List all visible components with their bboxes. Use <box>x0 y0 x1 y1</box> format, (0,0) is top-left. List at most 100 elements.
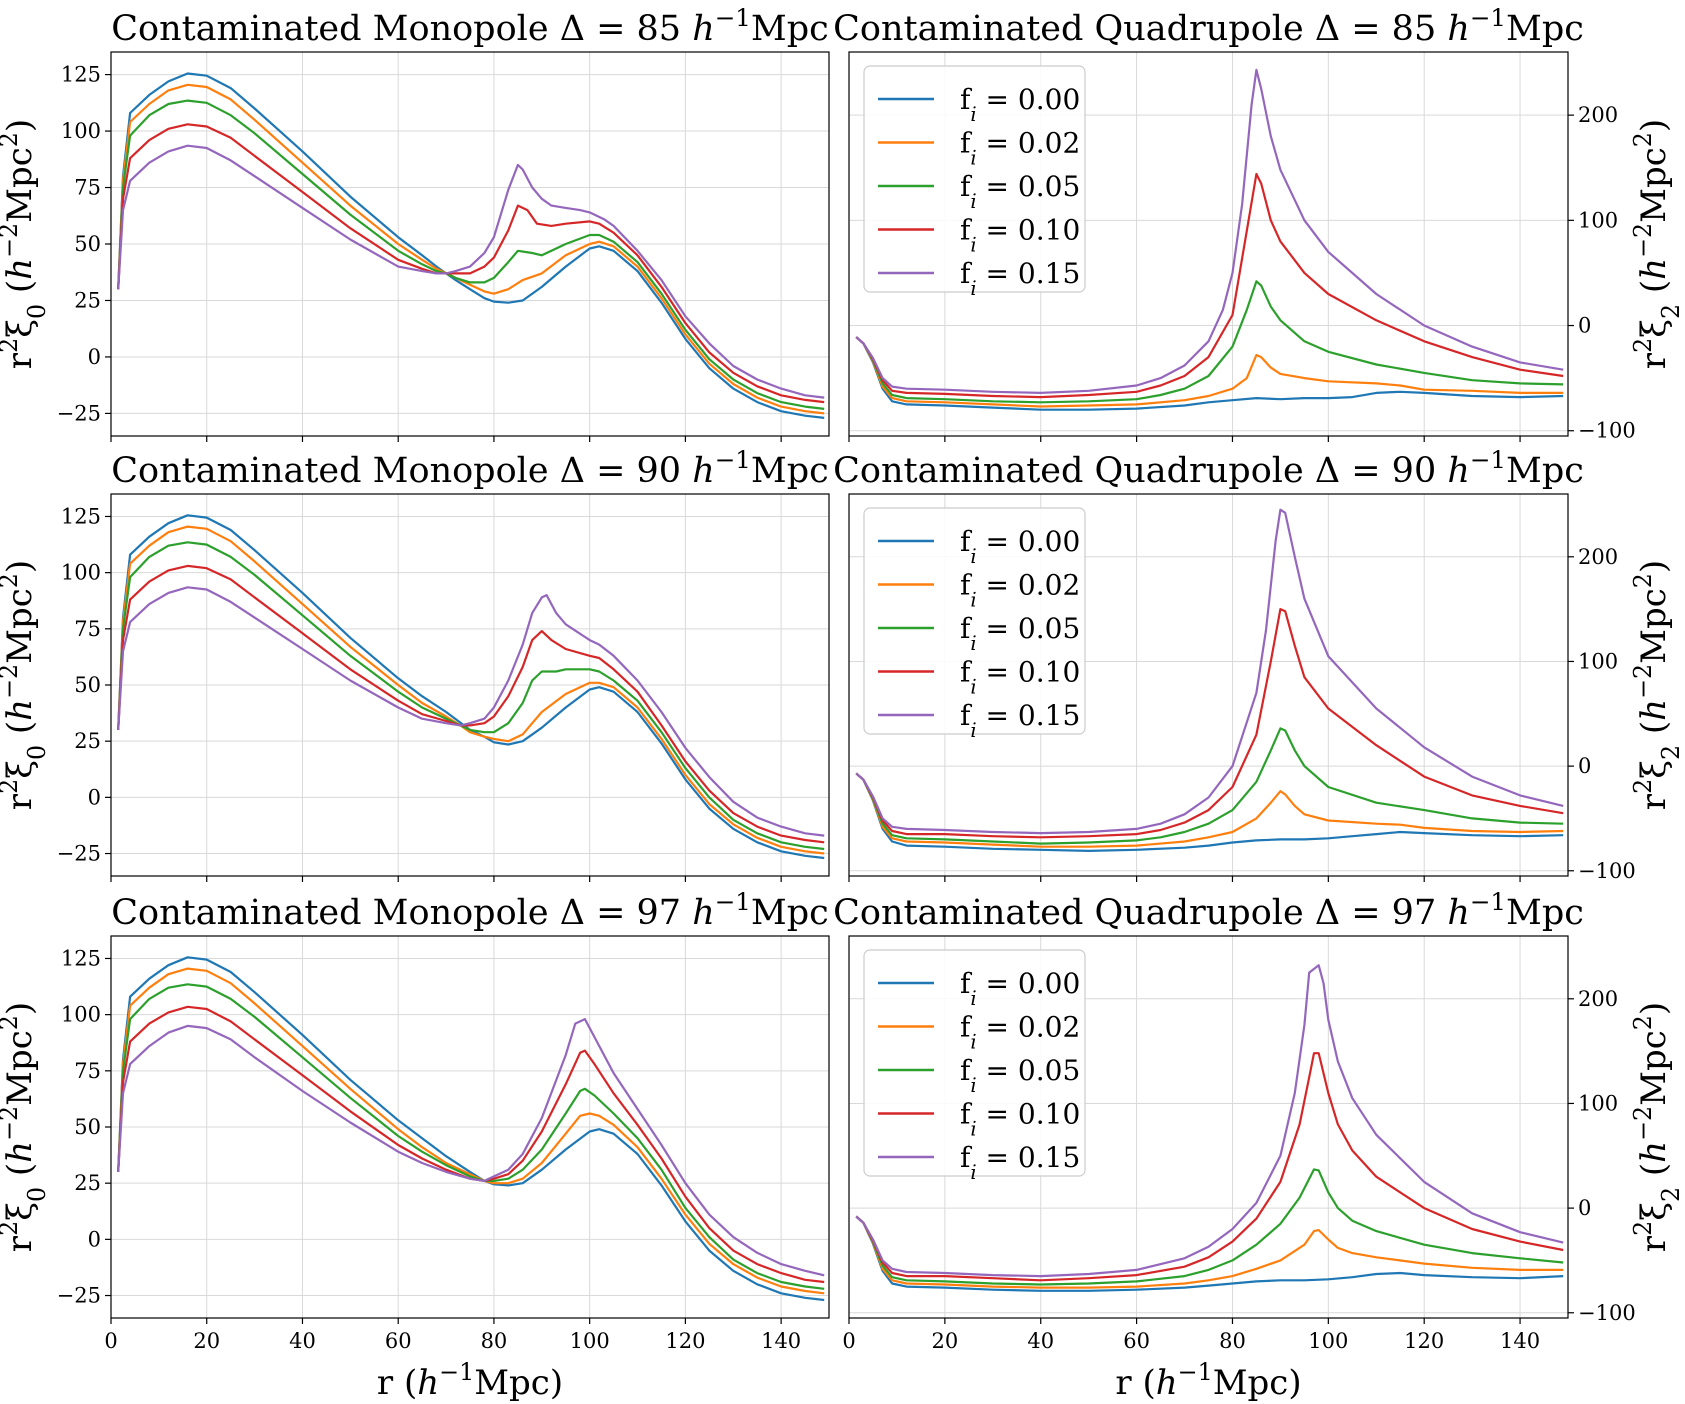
y-tick-label: 25 <box>74 288 101 312</box>
series-line-2 <box>855 280 1564 404</box>
legend-label: fi = 0.00 <box>960 967 1080 1010</box>
series-line-3 <box>117 1005 825 1284</box>
y-tick-label: 25 <box>74 1171 101 1195</box>
series-line-0 <box>855 772 1564 852</box>
y-tick-label: 100 <box>1578 1091 1618 1115</box>
legend-label: fi = 0.10 <box>960 1098 1080 1141</box>
legend-box <box>863 949 1086 1177</box>
legend-label: fi = 0.00 <box>960 525 1080 568</box>
x-tick-label: 120 <box>665 1329 705 1353</box>
panel-mono97: 0 20 40 60 80 100 120 140−250255075100125Contam… <box>0 887 830 1403</box>
y-tick-label: 50 <box>74 673 101 697</box>
series-line-0 <box>117 514 825 860</box>
series-line-4 <box>855 508 1564 835</box>
chart-title: Contaminated Monopole Δ = 97 h−1Mpc <box>111 887 829 934</box>
series-line-3 <box>855 172 1564 399</box>
y-axis-label: r2ξ0 (h−2Mpc2) <box>0 119 51 369</box>
series-line-2 <box>117 99 825 410</box>
x-axis-label: r (h−1Mpc) <box>1115 1358 1301 1403</box>
panel-mono90: −25 0 25 50 75 100 125 Contaminated Monopole Δ … <box>0 445 830 882</box>
x-tick-label: 60 <box>385 1329 412 1353</box>
series-line-4 <box>117 144 825 399</box>
panel-mono85: −25 0 25 50 75 100 125 Contaminated Monopole Δ … <box>0 3 830 442</box>
series-line-2 <box>117 983 825 1290</box>
chart-title: Contaminated Quadrupole Δ = 90 h−1Mpc <box>833 445 1584 492</box>
series-line-0 <box>117 72 825 419</box>
panel-quad85: −100 0 100 200 Contaminated Quadrupole Δ = 8… <box>833 3 1685 443</box>
legend-label: fi = 0.15 <box>960 257 1080 300</box>
x-tick-label: 20 <box>931 1329 958 1353</box>
series-line-2 <box>855 1168 1564 1286</box>
series-line-4 <box>117 586 825 837</box>
x-tick-label: 140 <box>1500 1329 1540 1353</box>
x-tick-label: 140 <box>761 1329 801 1353</box>
x-tick-label: 80 <box>481 1329 508 1353</box>
panel-quad97: 0 20 40 60 80 100 120 140 −100 0 100 200 Contaminate… <box>833 887 1685 1404</box>
series-line-1 <box>855 772 1564 848</box>
series-line-0 <box>855 1215 1564 1292</box>
x-tick-label: 20 <box>193 1329 220 1353</box>
series-line-3 <box>855 608 1564 839</box>
legend-label: fi = 0.05 <box>960 1054 1080 1097</box>
legend-label: fi = 0.05 <box>960 612 1080 655</box>
y-tick-label: 0 <box>1578 314 1591 338</box>
series-line-3 <box>117 123 825 404</box>
plot-frame <box>848 935 1569 1319</box>
y-tick-label: 200 <box>1578 545 1618 569</box>
x-tick-label: 100 <box>570 1329 610 1353</box>
y-tick-label: −100 <box>1578 859 1636 883</box>
y-tick-label: 25 <box>74 729 101 753</box>
x-axis-label: r (h−1Mpc) <box>377 1358 563 1403</box>
y-axis-label: r2ξ2 (h−2Mpc2) <box>1629 119 1685 369</box>
legend-label: fi = 0.02 <box>960 1011 1080 1054</box>
legend-label: fi = 0.10 <box>960 656 1080 699</box>
series-line-4 <box>117 1018 825 1277</box>
y-tick-label: 0 <box>88 785 101 809</box>
legend-box <box>863 65 1086 293</box>
y-axis-label: r2ξ2 (h−2Mpc2) <box>1629 1002 1685 1252</box>
y-tick-label: 100 <box>61 119 101 143</box>
series-line-0 <box>855 336 1564 411</box>
y-axis-label: r2ξ0 (h−2Mpc2) <box>0 560 51 810</box>
legend-label: fi = 0.15 <box>960 1141 1080 1184</box>
series-line-1 <box>855 336 1564 408</box>
series-line-4 <box>855 964 1564 1278</box>
series-line-2 <box>855 727 1564 845</box>
y-tick-label: 75 <box>74 1059 101 1083</box>
y-tick-label: 125 <box>61 946 101 970</box>
series-line-4 <box>855 68 1564 394</box>
legend-box <box>863 507 1086 735</box>
y-tick-label: 75 <box>74 617 101 641</box>
y-tick-label: 0 <box>1578 1196 1591 1220</box>
series-line-2 <box>117 541 825 851</box>
series-line-1 <box>855 1215 1564 1289</box>
y-tick-label: 200 <box>1578 987 1618 1011</box>
y-tick-label: 50 <box>74 232 101 256</box>
plot-frame <box>848 493 1569 877</box>
y-axis-label: r2ξ2 (h−2Mpc2) <box>1629 560 1685 810</box>
y-axis-label: r2ξ0 (h−2Mpc2) <box>0 1002 51 1252</box>
y-tick-label: −25 <box>57 842 101 866</box>
x-tick-label: 0 <box>104 1329 117 1353</box>
x-tick-label: 120 <box>1404 1329 1444 1353</box>
y-tick-label: 125 <box>61 63 101 87</box>
y-tick-label: 100 <box>1578 649 1618 673</box>
y-tick-label: 75 <box>74 176 101 200</box>
series-line-3 <box>855 1052 1564 1282</box>
series-line-1 <box>117 525 825 855</box>
y-tick-label: 125 <box>61 504 101 528</box>
x-tick-label: 0 <box>842 1329 855 1353</box>
x-tick-label: 40 <box>289 1329 316 1353</box>
x-tick-label: 40 <box>1027 1329 1054 1353</box>
y-tick-label: 0 <box>88 345 101 369</box>
series-line-1 <box>117 967 825 1295</box>
legend-label: fi = 0.10 <box>960 214 1080 257</box>
legend-label: fi = 0.02 <box>960 127 1080 170</box>
series-line-1 <box>117 83 825 415</box>
series-line-0 <box>117 956 825 1302</box>
y-tick-label: 100 <box>1578 208 1618 232</box>
legend-label: fi = 0.02 <box>960 569 1080 612</box>
